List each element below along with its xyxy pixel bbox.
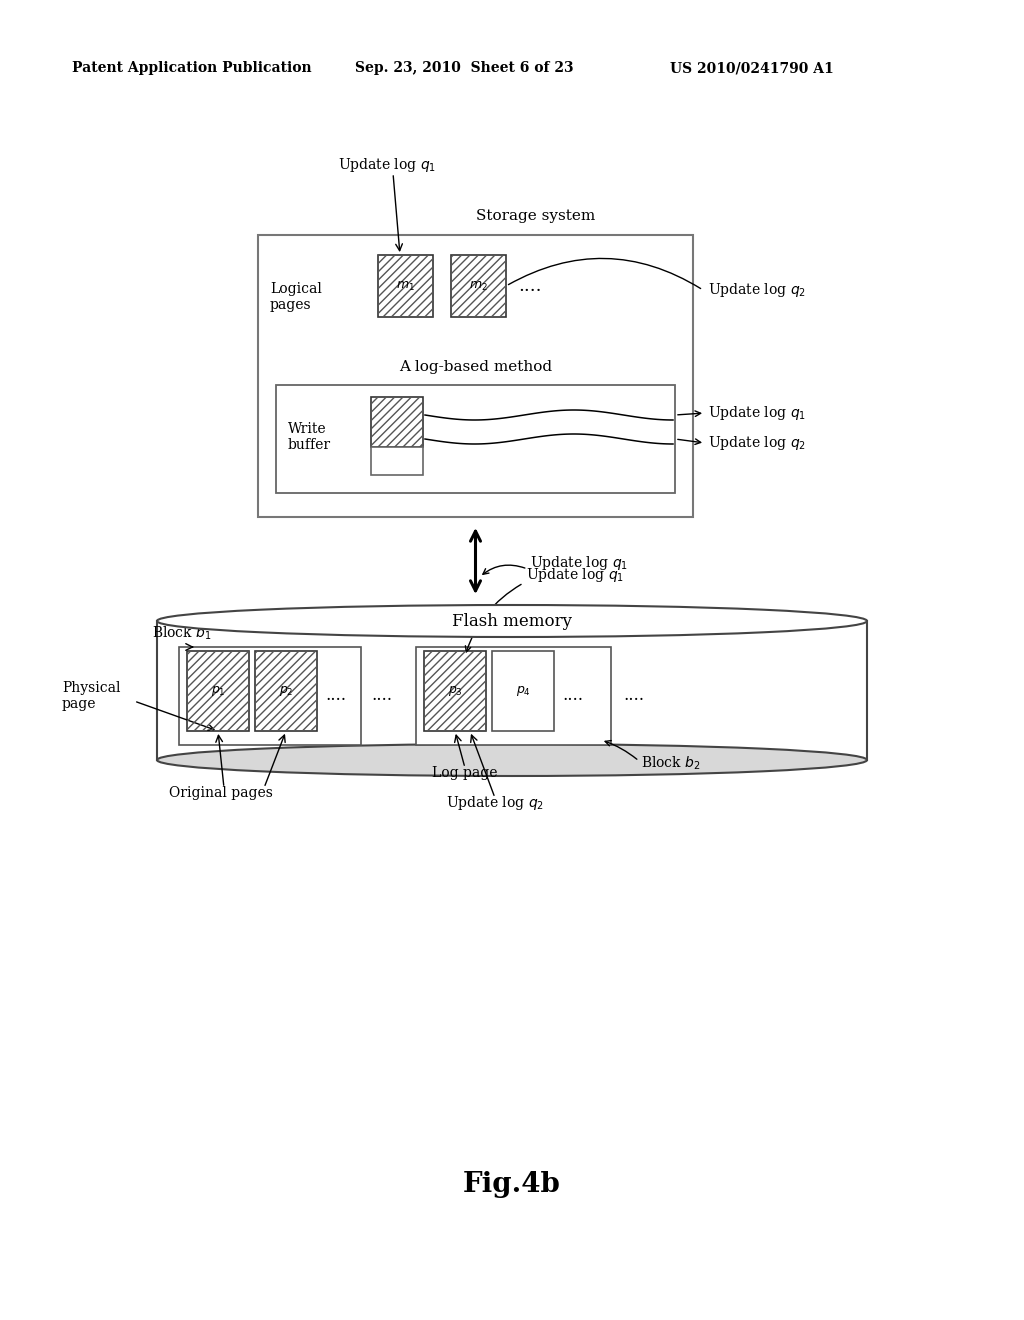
Bar — [187, 651, 249, 731]
Bar — [371, 397, 423, 447]
Text: Physical
page: Physical page — [62, 681, 121, 711]
Text: Update log $q_2$: Update log $q_2$ — [708, 281, 806, 300]
Bar — [255, 651, 317, 731]
Text: $m_1$: $m_1$ — [396, 280, 415, 293]
Bar — [451, 255, 506, 317]
Text: Logical
pages: Logical pages — [270, 282, 322, 312]
Text: US 2010/0241790 A1: US 2010/0241790 A1 — [670, 61, 834, 75]
Bar — [255, 651, 317, 731]
Text: ....: .... — [518, 277, 542, 294]
Text: A log-based method: A log-based method — [399, 360, 552, 374]
Bar — [371, 397, 423, 447]
Ellipse shape — [157, 744, 867, 776]
Text: Update log $q_1$: Update log $q_1$ — [338, 156, 436, 174]
Text: Update log $q_2$: Update log $q_2$ — [708, 434, 806, 451]
Bar — [187, 651, 249, 731]
Bar — [157, 620, 867, 760]
Text: ....: .... — [562, 688, 583, 705]
Text: $p_2$: $p_2$ — [279, 684, 293, 698]
Text: Flash memory: Flash memory — [452, 612, 572, 630]
Bar — [451, 255, 506, 317]
Text: Original pages: Original pages — [169, 785, 272, 800]
Text: Storage system: Storage system — [475, 209, 595, 223]
Bar — [378, 255, 433, 317]
Text: ....: .... — [371, 688, 392, 705]
Text: Log page: Log page — [432, 766, 498, 780]
Bar — [416, 647, 611, 744]
Bar — [276, 385, 675, 492]
Text: Update log $q_1$: Update log $q_1$ — [708, 404, 806, 422]
Text: Update log $q_1$: Update log $q_1$ — [525, 566, 624, 583]
Bar — [424, 651, 486, 731]
Text: ....: .... — [325, 688, 346, 705]
Bar — [371, 447, 423, 475]
Text: Fig.4b: Fig.4b — [463, 1172, 561, 1199]
Text: $m_2$: $m_2$ — [469, 280, 487, 293]
Text: ....: .... — [623, 688, 644, 705]
Text: $p_3$: $p_3$ — [447, 684, 463, 698]
Text: $p_1$: $p_1$ — [211, 684, 225, 698]
Bar — [378, 255, 433, 317]
Bar — [179, 647, 361, 744]
Text: Write
buffer: Write buffer — [288, 422, 331, 451]
Bar — [424, 651, 486, 731]
Text: Sep. 23, 2010  Sheet 6 of 23: Sep. 23, 2010 Sheet 6 of 23 — [355, 61, 573, 75]
Text: Update log $q_1$: Update log $q_1$ — [530, 554, 629, 572]
Bar — [492, 651, 554, 731]
Text: Block $b_2$: Block $b_2$ — [641, 754, 700, 772]
Bar — [258, 235, 693, 517]
Text: Update log $q_2$: Update log $q_2$ — [446, 795, 544, 812]
Text: $p_4$: $p_4$ — [515, 684, 530, 698]
Text: Block $b_1$: Block $b_1$ — [152, 624, 212, 642]
Text: Patent Application Publication: Patent Application Publication — [72, 61, 311, 75]
Ellipse shape — [157, 605, 867, 638]
